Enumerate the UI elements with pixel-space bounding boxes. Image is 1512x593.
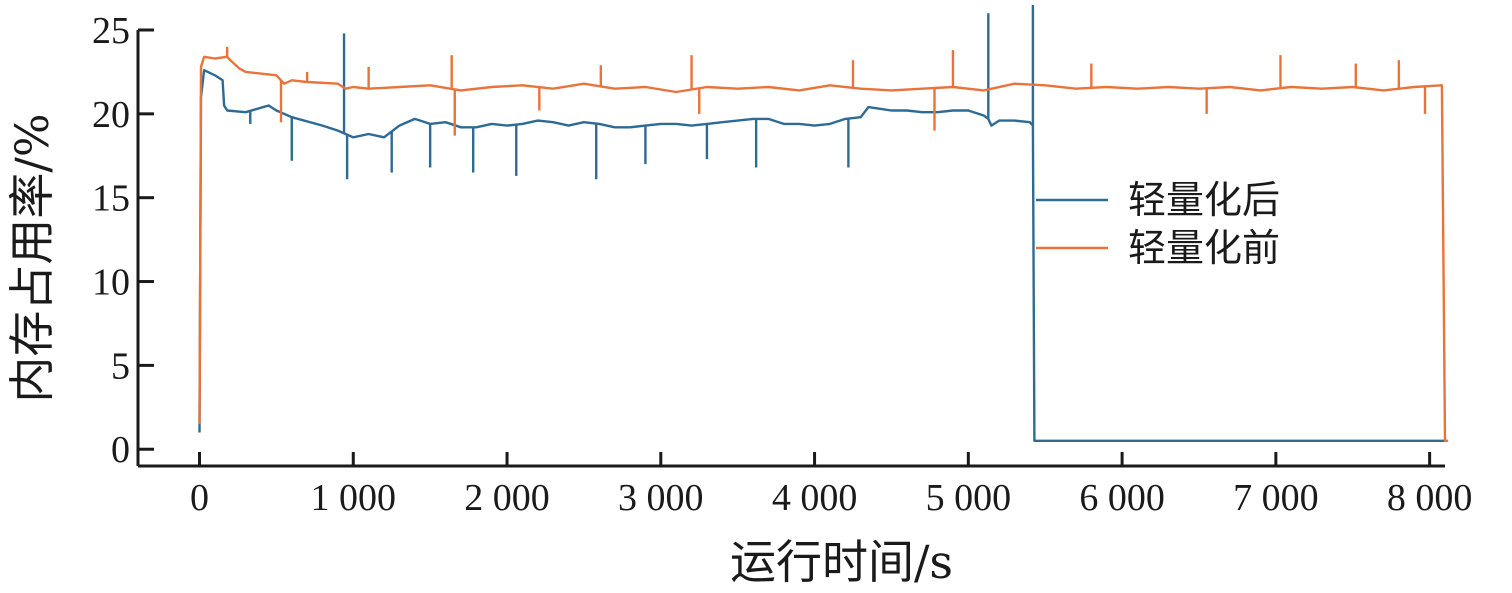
y-tick-label: 20 bbox=[92, 94, 130, 136]
y-axis-title: 内存占用率/% bbox=[5, 113, 59, 402]
x-tick-label: 7 000 bbox=[1233, 477, 1319, 519]
axes bbox=[136, 30, 1445, 468]
y-tick-label: 25 bbox=[92, 10, 130, 52]
x-tick-label: 5 000 bbox=[926, 477, 1012, 519]
ticks: 0 5 10 15 20 25 0 1 000 2 000 3 000 4 000 5 000 6 00… bbox=[92, 10, 1472, 519]
legend-item: 轻量化后 bbox=[1036, 178, 1280, 222]
plot-area bbox=[198, 4, 1449, 442]
x-axis-title: 运行时间/s bbox=[730, 535, 953, 589]
x-tick-label: 6 000 bbox=[1079, 477, 1165, 519]
x-tick-label: 4 000 bbox=[772, 477, 858, 519]
x-tick-label: 8 000 bbox=[1387, 477, 1473, 519]
series-line bbox=[198, 69, 1445, 442]
y-tick-label: 15 bbox=[92, 178, 130, 220]
series-1 bbox=[198, 4, 1445, 442]
series-2 bbox=[198, 46, 1449, 442]
x-tick-label: 2 000 bbox=[464, 477, 550, 519]
y-tick-label: 0 bbox=[111, 429, 130, 471]
y-tick-label: 5 bbox=[111, 345, 130, 387]
legend-label: 轻量化前 bbox=[1128, 226, 1280, 270]
x-tick-label: 0 bbox=[190, 477, 209, 519]
y-tick-label: 10 bbox=[92, 262, 130, 304]
legend-item: 轻量化前 bbox=[1036, 226, 1280, 270]
x-tick-label: 1 000 bbox=[311, 477, 397, 519]
x-tick-label: 3 000 bbox=[618, 477, 704, 519]
legend-label: 轻量化后 bbox=[1128, 178, 1280, 222]
